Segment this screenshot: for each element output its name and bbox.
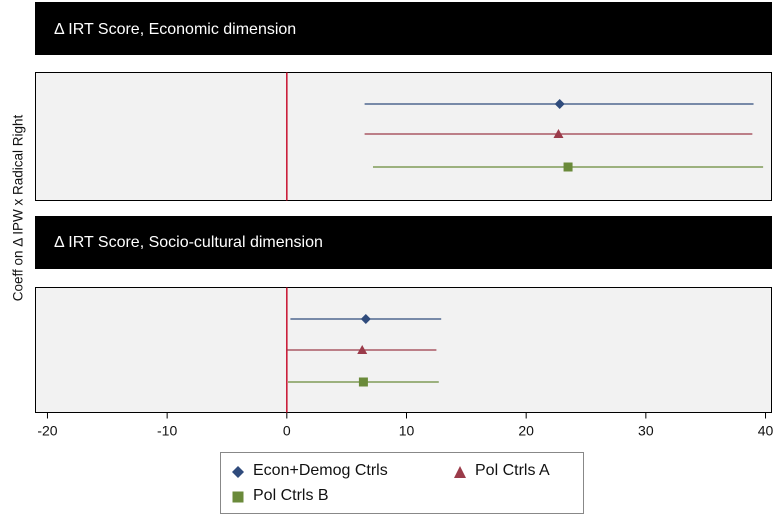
panel-2-marks <box>286 287 442 413</box>
panel-2-header <box>35 216 772 269</box>
legend-label-pol-a: Pol Ctrls A <box>475 462 550 479</box>
diamond-marker-icon <box>232 466 244 478</box>
x-tick-label: 0 <box>283 423 291 439</box>
point-estimate-diamond <box>360 314 371 324</box>
point-estimate-diamond <box>554 99 565 109</box>
x-tick-label: 40 <box>758 423 774 439</box>
triangle-marker-icon <box>454 466 466 478</box>
point-estimate-triangle <box>553 129 564 138</box>
point-estimate-square <box>358 377 368 387</box>
square-marker-icon <box>232 491 244 503</box>
panel-1-header <box>35 2 772 55</box>
point-estimate-triangle <box>357 345 368 354</box>
x-tick-label: 10 <box>399 423 415 439</box>
x-tick-label: -20 <box>37 423 57 439</box>
panel-1-marks <box>286 72 764 201</box>
panel-2-title: Δ IRT Score, Socio-cultural dimension <box>54 234 323 251</box>
y-axis-label-container: Coeff on Δ IPW x Radical Right <box>6 8 30 408</box>
x-tick-label: 30 <box>638 423 654 439</box>
legend-label-econ-demog: Econ+Demog Ctrls <box>253 462 388 479</box>
point-estimate-square <box>563 162 573 172</box>
x-axis: -20 -10 0 10 20 30 40 <box>37 412 774 439</box>
x-tick-label: -10 <box>157 423 177 439</box>
y-axis-label: Coeff on Δ IPW x Radical Right <box>10 114 26 302</box>
panel-1-title: Δ IRT Score, Economic dimension <box>54 21 296 38</box>
legend-label-pol-b: Pol Ctrls B <box>253 487 329 504</box>
x-tick-label: 20 <box>518 423 534 439</box>
legend: Econ+Demog Ctrls Pol Ctrls A Pol Ctrls B <box>220 452 584 514</box>
panel-1-plot-area <box>35 72 772 201</box>
